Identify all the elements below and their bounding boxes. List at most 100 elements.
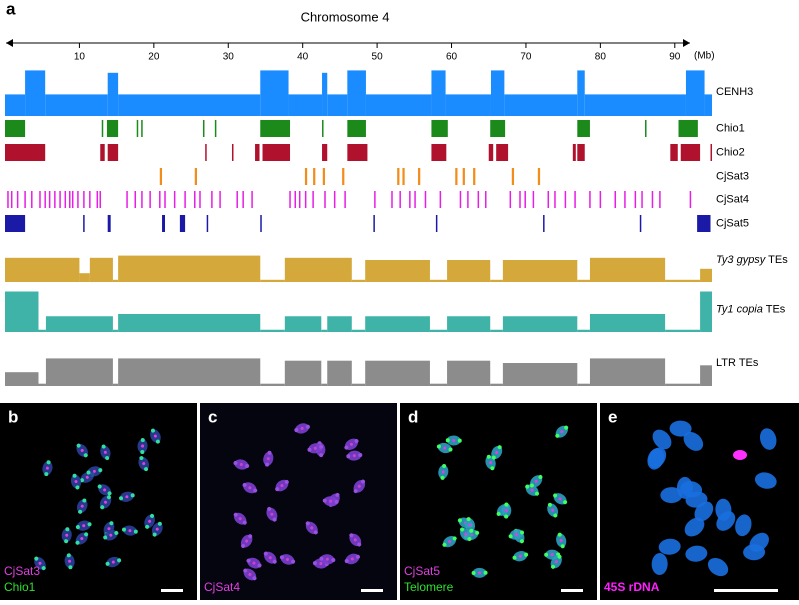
signal-dot	[107, 527, 111, 531]
signal-segment	[447, 260, 491, 282]
signal-dot	[266, 457, 270, 461]
feature	[455, 168, 458, 185]
signal-dot	[65, 533, 69, 537]
signal-end	[555, 433, 560, 438]
panel-label: c	[208, 407, 217, 426]
signal-segment	[502, 316, 578, 332]
signal-segment	[327, 360, 352, 386]
feature	[184, 191, 186, 208]
signal-end	[265, 462, 270, 467]
signal-end	[157, 521, 162, 526]
signal-end	[448, 447, 453, 452]
signal-segment	[445, 94, 491, 116]
feature	[206, 215, 209, 232]
feature	[670, 144, 678, 161]
feature	[347, 144, 368, 161]
chromosome	[735, 514, 752, 537]
feature	[459, 191, 462, 208]
chromosome	[445, 435, 462, 446]
feature	[322, 144, 328, 161]
track-label-rest: TEs	[768, 254, 788, 266]
scale-bar	[561, 589, 583, 592]
chromosome-body	[660, 487, 683, 504]
signal-end	[469, 528, 474, 533]
chromosome	[305, 521, 318, 535]
signal-end	[538, 475, 543, 480]
signal-dot	[534, 479, 538, 483]
feature	[333, 191, 336, 208]
feature	[574, 191, 576, 208]
feature	[194, 191, 196, 208]
chromosome	[464, 517, 476, 533]
signal-segment	[431, 70, 446, 116]
signal-segment	[288, 94, 323, 116]
signal-dot	[128, 529, 132, 533]
signal-end	[335, 492, 340, 497]
feature	[564, 191, 567, 208]
signal-end	[150, 428, 155, 433]
chromosome	[75, 520, 92, 531]
feature	[162, 215, 166, 232]
feature	[202, 120, 205, 137]
feature	[524, 191, 526, 208]
signal-segment	[589, 314, 666, 332]
signal-end	[263, 551, 268, 556]
feature	[99, 191, 102, 208]
signal-end	[241, 543, 246, 548]
signal-segment	[589, 257, 666, 282]
feature	[260, 215, 262, 232]
feature	[322, 168, 326, 185]
feature	[614, 191, 617, 208]
scale-bar	[161, 589, 183, 592]
feature	[424, 191, 427, 208]
signal-end	[529, 483, 534, 488]
signal-dot	[514, 532, 518, 536]
chromosome	[349, 533, 362, 547]
signal-end	[75, 525, 80, 530]
signal-end	[150, 513, 155, 518]
signal-end	[246, 558, 251, 563]
chromosome	[97, 484, 112, 496]
signal-segment	[365, 260, 430, 282]
signal-segment	[45, 316, 113, 332]
signal-end	[245, 463, 250, 468]
feature	[467, 191, 469, 208]
feature	[678, 120, 698, 137]
signal-end	[284, 479, 289, 484]
signal-dot	[103, 488, 107, 492]
signal-dot	[109, 533, 113, 537]
chromosome	[233, 512, 247, 525]
chromosome	[754, 472, 777, 489]
feature	[194, 168, 198, 185]
chromosome	[86, 466, 103, 477]
signal-segment	[502, 260, 578, 282]
signal-segment	[327, 316, 352, 332]
signal-segment	[351, 329, 366, 332]
signal-end	[349, 533, 354, 538]
chromosome	[70, 473, 82, 490]
signal-end	[44, 472, 49, 477]
chromosome-body	[685, 545, 708, 562]
signal-end	[107, 491, 112, 496]
signal-end	[140, 438, 145, 443]
signal-dot	[85, 475, 89, 479]
signal-end	[360, 479, 365, 484]
signal-dot	[558, 497, 562, 501]
feature	[462, 168, 465, 185]
signal-dot	[74, 480, 78, 484]
chromosome-body	[684, 517, 705, 537]
feature	[313, 168, 316, 185]
chromosome	[652, 429, 672, 450]
feature	[205, 144, 207, 161]
signal-segment	[5, 291, 39, 332]
signal-dot	[141, 444, 145, 448]
feature	[577, 144, 585, 161]
signal-end	[267, 506, 272, 511]
feature	[31, 191, 33, 208]
signal-end	[497, 445, 502, 450]
signal-end	[68, 565, 73, 570]
chromosome	[743, 544, 766, 561]
feature	[509, 191, 512, 208]
signal-end	[86, 470, 91, 475]
signal-end	[233, 512, 238, 517]
